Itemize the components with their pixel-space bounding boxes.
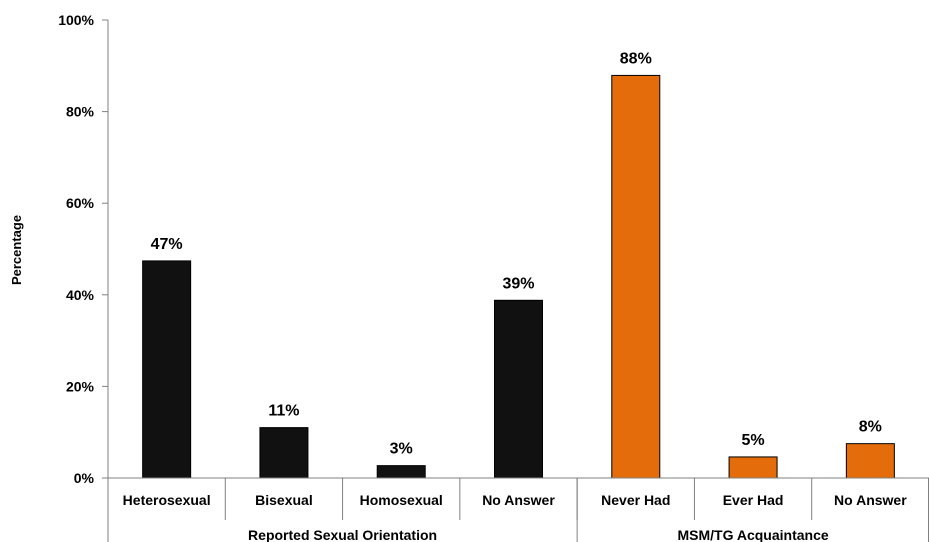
bar-ever-had xyxy=(728,456,778,479)
x-tick-label: Ever Had xyxy=(723,492,784,508)
y-tick-label: 20% xyxy=(66,378,95,394)
data-label: 88% xyxy=(620,50,652,67)
data-label: 5% xyxy=(742,432,765,449)
bar-heterosexual xyxy=(142,260,192,479)
group-label: MSM/TG Acquaintance xyxy=(677,527,828,542)
data-label: 3% xyxy=(390,441,413,458)
bar-never-had xyxy=(611,74,661,479)
bar-no-answer xyxy=(845,443,895,479)
y-tick-label: 80% xyxy=(66,104,95,120)
bar-bisexual xyxy=(259,427,309,479)
y-axis-title: Percentage xyxy=(9,215,24,285)
bar-homosexual xyxy=(376,465,426,479)
x-tick-label: Homosexual xyxy=(360,492,443,508)
x-tick-label: No Answer xyxy=(834,492,907,508)
data-label: 39% xyxy=(502,275,534,292)
y-tick-label: 0% xyxy=(74,470,95,486)
y-tick-label: 100% xyxy=(58,12,94,28)
y-tick-label: 40% xyxy=(66,287,95,303)
x-tick-label: Never Had xyxy=(601,492,670,508)
y-axis: 0% 20% 40% 60% 80% 100% xyxy=(58,12,109,486)
x-tick-label: Heterosexual xyxy=(123,492,211,508)
y-tick-label: 60% xyxy=(66,195,95,211)
x-tick-label: Bisexual xyxy=(255,492,313,508)
bar-no-answer xyxy=(494,299,543,479)
bars: 47% 11% 3% 39% 88% 5% 8% xyxy=(142,50,895,479)
x-axis: Heterosexual Bisexual Homosexual No Answer N… xyxy=(107,477,929,542)
data-label: 47% xyxy=(151,236,183,253)
data-label: 8% xyxy=(859,419,882,436)
group-label: Reported Sexual Orientation xyxy=(248,527,437,542)
data-label: 11% xyxy=(268,403,299,420)
x-tick-label: No Answer xyxy=(482,492,555,508)
